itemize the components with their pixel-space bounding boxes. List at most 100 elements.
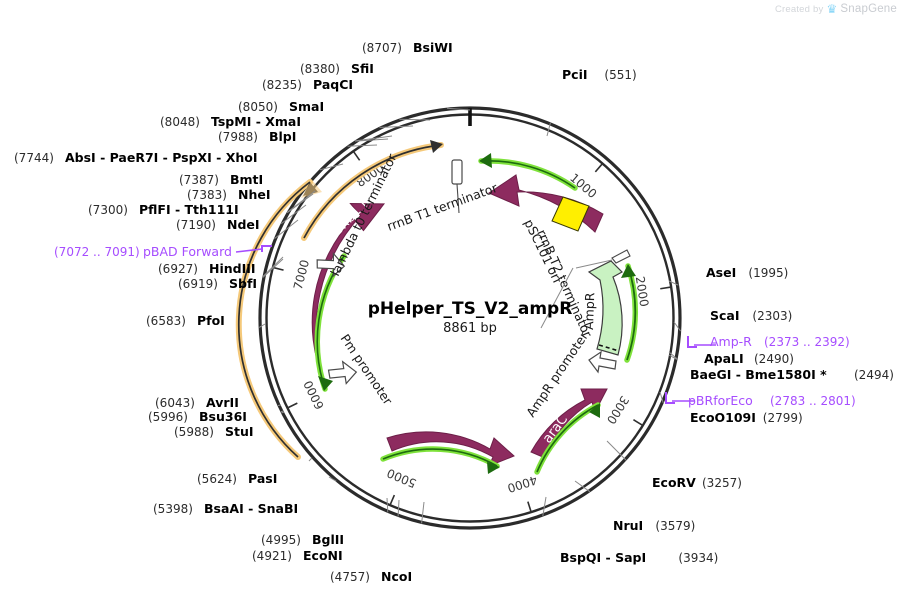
enzyme-position: (8048): [160, 115, 200, 129]
enzyme-label-bsaai[interactable]: (5398) BsaAI - SnaBI: [153, 501, 298, 516]
leader-line: [280, 410, 284, 413]
enzyme-label-sbfi[interactable]: (6919) SbfI: [178, 276, 257, 291]
leader-line: [286, 193, 314, 214]
leader-line: [546, 122, 551, 137]
enzyme-name: AseI: [706, 265, 736, 280]
primer-amp-r[interactable]: Amp-R (2373 .. 2392): [687, 334, 850, 349]
enzyme-position: (2494): [854, 368, 894, 382]
enzyme-label-sfii[interactable]: (8380) SfiI: [300, 61, 374, 76]
enzyme-position: (1995): [748, 266, 788, 280]
enzyme-name: HindIII: [209, 261, 256, 276]
enzyme-label-pasi[interactable]: (5624) PasI: [197, 471, 277, 486]
enzyme-position: (5996): [148, 410, 188, 424]
enzyme-label-bspqi[interactable]: BspQI - SapI (3934): [560, 550, 718, 565]
enzyme-name: BspQI - SapI: [560, 550, 646, 565]
enzyme-label-absi[interactable]: (7744) AbsI - PaeR7I - PspXI - XhoI: [14, 150, 258, 165]
enzyme-name: EcoO109I: [690, 410, 756, 425]
leader-line: [262, 258, 284, 278]
enzyme-position: (2303): [752, 309, 792, 323]
enzyme-label-pflfi[interactable]: (7300) PflFI - Tth111I: [88, 202, 239, 217]
leader-line: [379, 125, 414, 128]
enzyme-name: NcoI: [381, 569, 412, 584]
enzyme-label-nhei[interactable]: (7383) NheI: [187, 187, 271, 202]
enzyme-label-bmti[interactable]: (7387) BmtI: [179, 172, 263, 187]
primer-range-pbrforeco: (2783 .. 2801): [770, 394, 856, 408]
enzyme-position: (5624): [197, 472, 237, 486]
enzyme-label-asei[interactable]: AseI (1995): [706, 265, 788, 280]
enzyme-label-econi[interactable]: (4921) EcoNI: [252, 548, 343, 563]
ruler-tick-3000: 3000: [604, 393, 643, 427]
feature-ampr[interactable]: AmpR: [581, 260, 623, 356]
feature-label-xyls: XylS: [432, 449, 463, 468]
enzyme-label-bsiwi[interactable]: (8707) BsiWI: [362, 40, 453, 55]
enzyme-position: (2799): [763, 411, 803, 425]
feature-label-ampr: AmpR: [581, 292, 597, 330]
enzyme-label-bglii[interactable]: (4995) BglII: [261, 532, 344, 547]
enzyme-position: (7744): [14, 151, 54, 165]
xyls-green-arc: [380, 446, 500, 474]
enzyme-label-paqci[interactable]: (8235) PaqCI: [262, 77, 353, 92]
enzyme-label-ecoo109i[interactable]: EcoO109I (2799): [690, 410, 803, 425]
ruler-tick-5000: 5000: [385, 466, 419, 505]
enzyme-label-pfoi[interactable]: (6583) PfoI: [146, 313, 225, 328]
enzyme-position: (7190): [176, 218, 216, 232]
enzyme-name: BaeGI - Bme1580I *: [690, 367, 827, 382]
ruler-tick-label: 5000: [385, 466, 419, 491]
leader-line: [606, 440, 627, 461]
enzyme-label-smai[interactable]: (8050) SmaI: [238, 99, 324, 114]
primer-pbad-forward[interactable]: (7072 .. 7091) pBAD Forward: [54, 244, 272, 259]
ampr-top-marker: [575, 249, 631, 269]
primer-name-amp-r: Amp-R: [710, 334, 752, 349]
enzyme-position: (8380): [300, 62, 340, 76]
feature-psc101-ori[interactable]: [551, 196, 590, 232]
leader-line: [668, 354, 678, 360]
enzyme-position: (5988): [174, 425, 214, 439]
enzyme-label-baegi[interactable]: BaeGI - Bme1580I * (2494): [690, 367, 894, 382]
snapgene-watermark: Created by ♛ SnapGene: [775, 3, 897, 15]
enzyme-name: BsaAI - SnaBI: [204, 501, 298, 516]
enzyme-name: EcoRV: [652, 475, 696, 490]
enzyme-name: AbsI - PaeR7I - PspXI - XhoI: [65, 150, 258, 165]
enzyme-label-tspmi[interactable]: (8048) TspMI - XmaI: [160, 114, 301, 129]
enzyme-name: SmaI: [289, 99, 324, 114]
enzyme-name: PasI: [248, 471, 277, 486]
enzyme-position: (8050): [238, 100, 278, 114]
snapgene-flag-icon: ♛: [826, 2, 838, 16]
enzyme-name: PciI: [562, 67, 588, 82]
enzyme-name: ScaI: [710, 308, 740, 323]
enzyme-name: PfoI: [197, 313, 225, 328]
enzyme-label-nrui[interactable]: NruI (3579): [613, 518, 695, 533]
enzyme-leader-lines: [258, 107, 682, 524]
enzyme-label-pcii[interactable]: PciI (551): [562, 67, 637, 82]
enzyme-position: (7387): [179, 173, 219, 187]
leader-line: [574, 480, 591, 493]
enzyme-position: (4921): [252, 549, 292, 563]
enzyme-position: (5398): [153, 502, 193, 516]
leader-line: [258, 323, 266, 328]
feature-label-rrnb-t1-terminator: rrnB T1 terminator: [385, 180, 500, 234]
enzyme-label-ndei[interactable]: (7190) NdeI: [176, 217, 260, 232]
leader-line: [328, 476, 337, 482]
enzyme-name: BglII: [312, 532, 344, 547]
enzyme-label-scai[interactable]: ScaI (2303): [710, 308, 792, 323]
feature-xyls[interactable]: XylS: [386, 431, 515, 468]
plasmid-size: 8861 bp: [443, 321, 497, 336]
enzyme-label-bsu36i[interactable]: (5996) Bsu36I: [148, 409, 247, 424]
primer-layer: (7072 .. 7091) pBAD Forward Amp-R (2373 …: [54, 244, 856, 408]
enzyme-label-stui[interactable]: (5988) StuI: [174, 424, 254, 439]
rrnb-t2-leader: [540, 267, 574, 329]
enzyme-label-blpi[interactable]: (7988) BlpI: [218, 129, 296, 144]
leader-line: [262, 256, 284, 277]
feature-pm-promoter[interactable]: Pm promoter: [326, 331, 396, 408]
enzyme-label-ecorv[interactable]: EcoRV (3257): [652, 475, 742, 490]
enzyme-name: TspMI - XmaI: [211, 114, 301, 129]
primer-pbrforeco[interactable]: pBRforEco (2783 .. 2801): [665, 392, 856, 408]
enzyme-label-ncoi[interactable]: (4757) NcoI: [330, 569, 412, 584]
enzyme-name: SbfI: [229, 276, 257, 291]
enzyme-label-avrii[interactable]: (6043) AvrII: [155, 395, 239, 410]
enzyme-label-apali[interactable]: ApaLI (2490): [704, 351, 794, 366]
leader-line: [446, 107, 471, 111]
enzyme-label-hindiii[interactable]: (6927) HindIII: [158, 261, 256, 276]
primer-range-pbad-forward: (7072 .. 7091): [54, 245, 140, 259]
enzyme-position: (7300): [88, 203, 128, 217]
